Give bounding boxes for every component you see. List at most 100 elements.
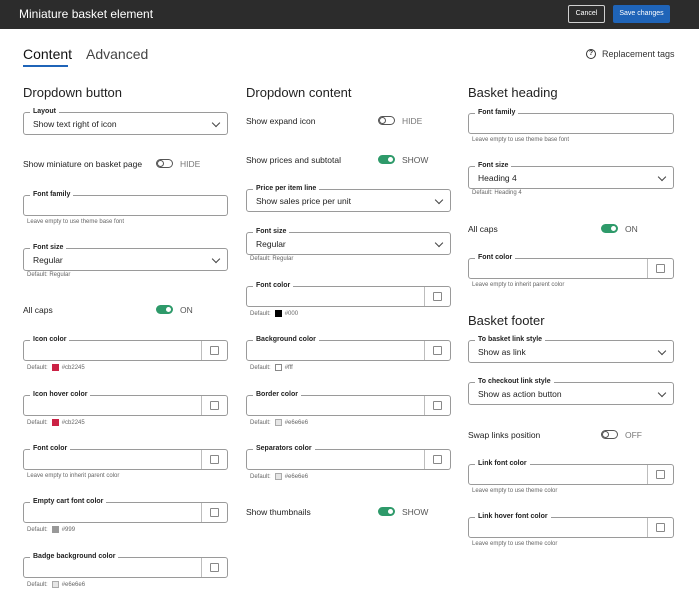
replacement-tags-link[interactable]: ? Replacement tags [586, 49, 675, 59]
link-font-color-help: Leave empty to use theme color [472, 488, 558, 494]
color-swatch-button[interactable] [424, 396, 450, 415]
color-swatch-button[interactable] [647, 518, 673, 537]
color-swatch-button[interactable] [647, 259, 673, 278]
swap-links-toggle[interactable] [601, 430, 618, 439]
swatch-square-icon [656, 264, 665, 273]
color-swatch-button[interactable] [424, 450, 450, 469]
link-font-color-input[interactable]: Link font color [468, 459, 674, 485]
chevron-down-icon [657, 388, 667, 398]
swatch-square-icon [433, 455, 442, 464]
default-prefix: Default: [27, 581, 48, 588]
background-color-input[interactable]: Background color [246, 335, 451, 361]
cancel-button[interactable]: Cancel [568, 5, 605, 23]
toggle-knob [157, 160, 164, 167]
color-swatch-button[interactable] [201, 558, 227, 577]
color-chip [51, 526, 59, 533]
chevron-down-icon [657, 172, 667, 182]
tab-advanced[interactable]: Advanced [86, 46, 149, 62]
chevron-down-icon [211, 254, 221, 264]
color-swatch-button[interactable] [201, 450, 227, 469]
all-caps-toggle[interactable] [156, 305, 173, 314]
heading-font-color-input[interactable]: Font color [468, 253, 674, 279]
content-font-size-select[interactable]: Font size Regular [246, 227, 451, 255]
color-swatch-button[interactable] [201, 396, 227, 415]
color-swatch-button[interactable] [647, 465, 673, 484]
icon-hover-color-input[interactable]: Icon hover color [23, 390, 228, 416]
show-thumbnails-label: Show thumbnails [246, 507, 311, 517]
toggle-knob [165, 306, 172, 313]
toggle-knob [602, 431, 609, 438]
empty-cart-font-color-input[interactable]: Empty cart font color [23, 497, 228, 523]
default-value: #cb2245 [61, 419, 85, 426]
heading-font-size-select[interactable]: Font size Heading 4 [468, 161, 674, 189]
save-changes-button[interactable]: Save changes [613, 5, 670, 23]
default-prefix: Default: [27, 364, 48, 371]
chevron-down-icon [434, 195, 444, 205]
font-family-input[interactable]: Font family [23, 190, 228, 216]
color-swatch-button[interactable] [201, 341, 227, 360]
icon-color-input[interactable]: Icon color [23, 335, 228, 361]
font-size-value: Regular [33, 255, 63, 265]
border-color-label: Border color [253, 390, 302, 400]
icon-hover-color-label: Icon hover color [30, 390, 91, 400]
color-swatch-button[interactable] [424, 341, 450, 360]
swatch-square-icon [656, 523, 665, 532]
to-checkout-link-style-select[interactable]: To checkout link style Show as action bu… [468, 377, 674, 405]
separators-color-input[interactable]: Separators color [246, 444, 451, 470]
show-prices-toggle[interactable] [378, 155, 395, 164]
toggle-knob [387, 508, 394, 515]
color-swatch-button[interactable] [201, 503, 227, 522]
swatch-square-icon [210, 401, 219, 410]
swatch-square-icon [433, 401, 442, 410]
chevron-down-icon [434, 238, 444, 248]
color-chip [274, 419, 282, 426]
show-prices-state: SHOW [402, 155, 429, 165]
font-color-input[interactable]: Font color [23, 444, 228, 470]
default-prefix: Default: [250, 364, 271, 371]
default-value: #e6e6e6 [61, 581, 86, 588]
border-color-input[interactable]: Border color [246, 390, 451, 416]
heading-all-caps-toggle[interactable] [601, 224, 618, 233]
price-per-item-select[interactable]: Price per item line Show sales price per… [246, 184, 451, 212]
show-miniature-label: Show miniature on basket page [23, 159, 143, 169]
color-swatch-button[interactable] [424, 287, 450, 306]
content-font-color-input[interactable]: Font color [246, 281, 451, 307]
default-value: #999 [61, 526, 76, 533]
badge-background-color-input[interactable]: Badge background color [23, 552, 228, 578]
heading-font-size-help: Default: Heading 4 [472, 190, 522, 196]
show-expand-icon-toggle[interactable] [378, 116, 395, 125]
default-prefix: Default: [27, 526, 48, 533]
link-hover-font-color-input[interactable]: Link hover font color [468, 512, 674, 538]
show-miniature-toggle[interactable] [156, 159, 173, 168]
show-thumbnails-state: SHOW [402, 507, 429, 517]
toggle-knob [610, 225, 617, 232]
content-font-size-value: Regular [256, 239, 286, 249]
font-size-select[interactable]: Font size Regular [23, 243, 228, 271]
to-basket-link-style-value: Show as link [478, 347, 526, 357]
default-prefix: Default: [250, 419, 271, 426]
empty-cart-font-color-label: Empty cart font color [30, 497, 107, 507]
font-size-label: Font size [30, 243, 67, 253]
to-basket-link-style-select[interactable]: To basket link style Show as link [468, 335, 674, 363]
color-chip [51, 419, 59, 426]
font-family-label: Font family [30, 190, 74, 200]
content-font-size-help: Default: Regular [250, 256, 294, 262]
heading-font-size-label: Font size [475, 161, 512, 171]
default-value: #e6e6e6 [284, 473, 309, 480]
empty-cart-font-color-default: Default: #999 [27, 526, 75, 533]
layout-select[interactable]: Layout Show text right of icon [23, 107, 228, 135]
window-title: Miniature basket element [19, 7, 154, 21]
badge-background-color-default: Default: #e6e6e6 [27, 581, 85, 588]
show-miniature-state: HIDE [180, 159, 201, 169]
swatch-square-icon [656, 470, 665, 479]
show-expand-icon-state: HIDE [402, 116, 423, 126]
help-circle-icon: ? [586, 49, 596, 59]
show-thumbnails-toggle[interactable] [378, 507, 395, 516]
tab-content[interactable]: Content [23, 46, 73, 62]
heading-font-family-input[interactable]: Font family [468, 108, 674, 134]
icon-hover-color-default: Default: #cb2245 [27, 419, 85, 426]
swap-links-label: Swap links position [468, 430, 541, 440]
swatch-square-icon [210, 455, 219, 464]
icon-color-default: Default: #cb2245 [27, 364, 85, 371]
heading-all-caps-label: All caps [468, 224, 498, 234]
